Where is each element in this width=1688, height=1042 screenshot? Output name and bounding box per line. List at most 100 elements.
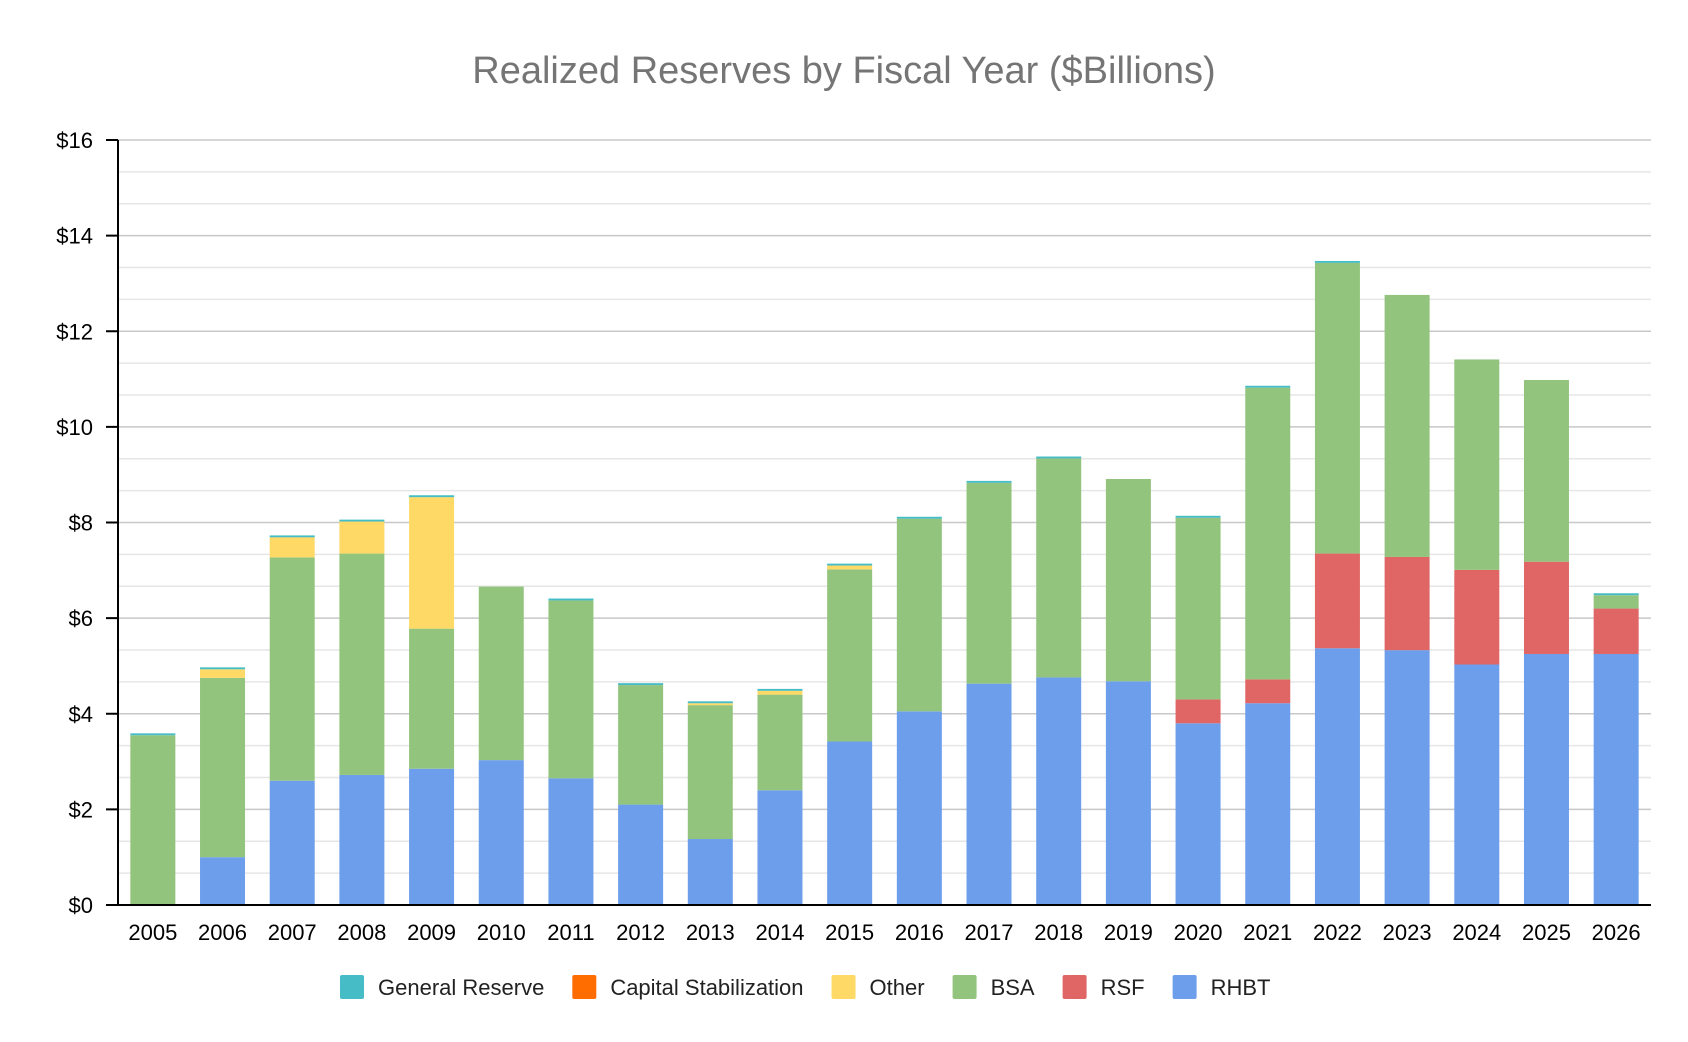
bar-segment-rhbt-2014 [757,790,803,905]
bar-segment-rhbt-2017 [966,683,1012,905]
bar-segment-rhbt-2009 [409,768,455,905]
x-tick-label: 2006 [198,920,247,945]
legend-swatch [340,975,364,999]
bar-segment-general-reserve-2006 [200,667,246,670]
bar-segment-bsa-2015 [827,569,873,742]
bar-segment-general-reserve-2021 [1245,385,1291,388]
y-tick-label: $10 [56,415,93,440]
bar-segment-general-reserve-2020 [1175,515,1221,518]
legend-item-rhbt[interactable]: RHBT [1172,975,1271,1000]
bar-segment-other-2009 [409,497,455,629]
y-tick-label: $0 [69,893,93,918]
bar-segment-rhbt-2026 [1593,653,1639,905]
x-tick-label: 2019 [1104,920,1153,945]
bar-segment-bsa-2019 [1105,478,1151,682]
bar-segment-rhbt-2012 [618,804,664,905]
legend-item-bsa[interactable]: BSA [952,975,1035,1000]
bar-segment-general-reserve-2015 [827,563,873,566]
bar-segment-rhbt-2006 [200,857,246,905]
axes: $0 $2 $4 $6 $8 $10 $12 $14 $16 2005 2006 2007 2008 20… [56,128,1651,945]
x-tick-label: 2015 [825,920,874,945]
chart-title: Realized Reserves by Fiscal Year ($Billi… [472,50,1215,92]
bar-segment-general-reserve-2007 [269,535,315,538]
x-tick-label: 2021 [1243,920,1292,945]
bar-segment-rhbt-2024 [1454,664,1500,905]
bar-segment-bsa-2014 [757,694,803,791]
bar-segment-bsa-2006 [200,677,246,858]
legend-label: Capital Stabilization [610,975,803,1000]
bar-segment-bsa-2017 [966,482,1012,684]
bar-segment-bsa-2013 [687,705,733,840]
bar-segment-rhbt-2016 [896,711,942,905]
x-tick-label: 2013 [686,920,735,945]
bar-segment-general-reserve-2011 [548,598,594,601]
bar-segment-bsa-2025 [1523,380,1569,562]
legend-item-general-reserve[interactable]: General Reserve [340,975,544,1000]
x-tick-label: 2008 [337,920,386,945]
bar-segment-rhbt-2019 [1105,681,1151,905]
bar-segment-rsf-2023 [1384,556,1430,651]
bar-segment-general-reserve-2012 [618,683,664,686]
bar-segment-rhbt-2010 [478,760,524,905]
legend-swatch [572,975,597,999]
bar-segment-bsa-2020 [1175,517,1221,700]
bar-segment-rhbt-2022 [1314,648,1360,905]
x-tick-label: 2023 [1383,920,1432,945]
bar-segment-bsa-2023 [1384,294,1430,557]
bar-segment-general-reserve-2026 [1593,593,1639,596]
legend-swatch [952,975,977,999]
legend-label: Other [870,975,925,1000]
bar-segment-general-reserve-2013 [687,701,733,704]
x-tick-label: 2012 [616,920,665,945]
bar-segment-rhbt-2008 [339,774,385,905]
x-tick-label: 2011 [547,920,594,945]
y-tick-label: $2 [69,797,93,822]
bar-segment-rhbt-2020 [1175,723,1221,905]
bar-segment-other-2013 [687,703,733,706]
bar-segment-rhbt-2023 [1384,650,1430,905]
y-tick-label: $12 [56,319,93,344]
bar-segment-rsf-2025 [1523,561,1569,654]
bar-segment-bsa-2005 [130,735,176,905]
bar-segment-bsa-2007 [269,557,315,781]
legend-label: BSA [991,975,1035,1000]
bar-segment-bsa-2024 [1454,359,1500,570]
legend-item-rsf[interactable]: RSF [1062,975,1145,1000]
x-tick-label: 2026 [1592,920,1641,945]
bar-segment-general-reserve-2016 [896,516,942,519]
x-tick-label: 2005 [128,920,177,945]
bar-segment-general-reserve-2022 [1314,260,1360,263]
x-tick-label: 2009 [407,920,456,945]
x-tick-label: 2022 [1313,920,1362,945]
legend-swatch [1172,975,1197,999]
bar-segment-bsa-2018 [1036,458,1082,678]
bar-segment-rhbt-2025 [1523,653,1569,905]
x-tick-label: 2017 [965,920,1014,945]
bar-segment-other-2014 [757,690,803,695]
y-tick-label: $16 [56,128,93,153]
legend-label: General Reserve [378,975,544,1000]
bar-segment-rhbt-2011 [548,778,594,905]
bar-segment-general-reserve-2009 [409,495,455,498]
bar-segment-rhbt-2007 [269,780,315,905]
bar-segment-rsf-2026 [1593,608,1639,654]
legend-item-capital-stabilization[interactable]: Capital Stabilization [572,975,804,1000]
bar-segment-other-2015 [827,565,873,570]
x-tick-label: 2020 [1174,920,1223,945]
x-tick-label: 2016 [895,920,944,945]
x-tick-label: 2007 [268,920,317,945]
y-tick-label: $8 [69,511,93,536]
legend-swatch [831,975,856,999]
bar-segment-rhbt-2018 [1036,677,1082,905]
legend-item-other[interactable]: Other [831,975,925,1000]
legend-label: RHBT [1211,975,1271,1000]
bar-segment-rhbt-2013 [687,839,733,905]
y-tick-label: $6 [69,606,93,631]
bar-segment-general-reserve-2018 [1036,456,1082,459]
bar-segment-general-reserve-2008 [339,519,385,522]
bar-segment-bsa-2009 [409,628,455,769]
bar-segment-bsa-2010 [478,586,524,761]
bar-segment-general-reserve-2005 [130,733,176,736]
